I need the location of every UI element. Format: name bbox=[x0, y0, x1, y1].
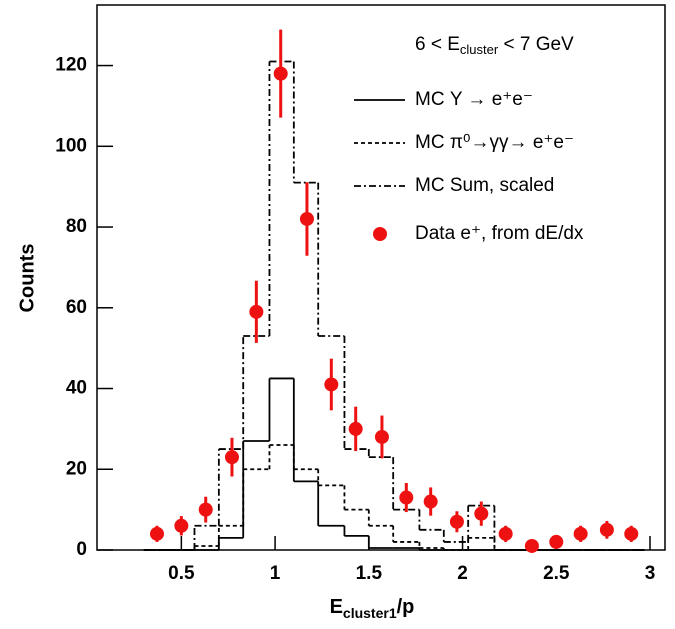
legend-label: MC Sum, scaled bbox=[415, 175, 554, 196]
data-point bbox=[449, 514, 464, 529]
data-point bbox=[374, 429, 389, 444]
y-tick-label: 0 bbox=[76, 539, 87, 560]
data-point bbox=[498, 526, 513, 541]
x-axis-label: Ecluster1/p bbox=[330, 596, 415, 620]
data-point bbox=[399, 490, 414, 505]
data-point bbox=[224, 450, 239, 465]
data-point bbox=[573, 526, 588, 541]
x-tick-label: 1.5 bbox=[356, 563, 383, 584]
data-point bbox=[249, 304, 264, 319]
x-tick-label: 2.5 bbox=[543, 563, 570, 584]
annotation-part: 6 < E bbox=[415, 34, 460, 55]
legend-label: MC Υ → e⁺e⁻ bbox=[415, 89, 533, 110]
legend-label: Data e⁺, from dE/dx bbox=[415, 223, 584, 244]
x-label-part: cluster1 bbox=[343, 605, 397, 621]
annotation-part: < 7 GeV bbox=[498, 34, 574, 55]
data-point bbox=[174, 518, 189, 533]
x-tick-label: 2 bbox=[457, 563, 468, 584]
x-tick-label: 1 bbox=[270, 563, 281, 584]
data-point bbox=[198, 502, 213, 517]
y-tick-label: 100 bbox=[55, 135, 87, 156]
data-point bbox=[423, 494, 438, 509]
data-point bbox=[273, 66, 288, 81]
y-tick-label: 20 bbox=[66, 458, 87, 479]
data-point bbox=[599, 522, 614, 537]
data-point bbox=[324, 377, 339, 392]
data-point bbox=[348, 421, 363, 436]
legend-marker bbox=[373, 227, 387, 241]
y-tick-label: 60 bbox=[66, 297, 87, 318]
annotation-part: cluster bbox=[460, 42, 499, 57]
data-point bbox=[149, 526, 164, 541]
x-tick-label: 3 bbox=[645, 563, 656, 584]
data-point bbox=[549, 534, 564, 549]
data-point bbox=[299, 211, 314, 226]
x-tick-label: 0.5 bbox=[168, 563, 195, 584]
y-tick-label: 80 bbox=[66, 216, 87, 237]
data-point bbox=[474, 506, 489, 521]
x-label-part: E bbox=[330, 596, 343, 618]
plot-frame bbox=[96, 4, 666, 551]
y-tick-label: 120 bbox=[55, 55, 87, 76]
data-point bbox=[524, 538, 539, 553]
annotation: 6 < Ecluster < 7 GeV bbox=[415, 34, 574, 57]
y-axis-label: Counts bbox=[16, 244, 38, 313]
x-label-part: /p bbox=[397, 596, 415, 618]
legend-label: MC π⁰→γγ→ e⁺e⁻ bbox=[415, 132, 574, 153]
y-tick-label: 40 bbox=[66, 378, 87, 399]
data-point bbox=[624, 526, 639, 541]
